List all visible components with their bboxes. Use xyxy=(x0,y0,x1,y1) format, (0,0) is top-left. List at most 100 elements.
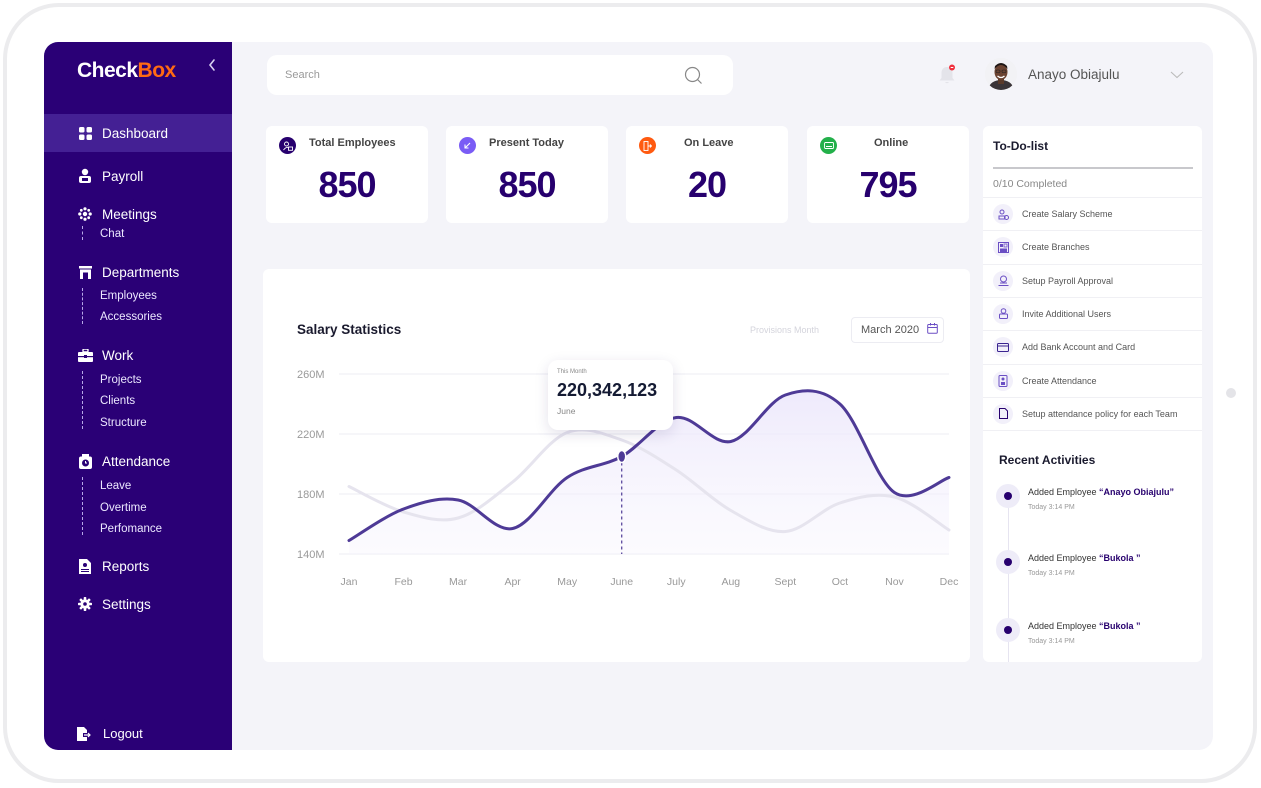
avatar[interactable] xyxy=(985,58,1017,90)
report-icon xyxy=(77,558,93,574)
sidebar-item-work[interactable]: Work xyxy=(44,336,232,374)
x-tick-label: Apr xyxy=(504,576,521,588)
timeline-dot-icon xyxy=(996,618,1020,642)
y-tick-label: 220M xyxy=(297,429,325,441)
collapse-sidebar-button[interactable] xyxy=(207,56,217,77)
notifications-button[interactable] xyxy=(937,64,957,91)
x-tick-label: Nov xyxy=(885,576,904,588)
y-tick-label: 180M xyxy=(297,489,325,501)
activity-text: Added Employee “Bukola ” xyxy=(1028,553,1141,563)
todo-item[interactable]: Create Salary Scheme xyxy=(983,197,1202,230)
activity-subject[interactable]: “Bukola ” xyxy=(1099,553,1141,563)
todo-item[interactable]: Invite Additional Users xyxy=(983,296,1202,330)
timeline-line xyxy=(1008,486,1009,662)
sidebar-subitem-structure[interactable]: Structure xyxy=(100,417,147,429)
sidebar-item-attendance[interactable]: Attendance xyxy=(44,442,232,480)
leave-icon xyxy=(639,137,656,154)
x-tick-label: Aug xyxy=(721,576,740,588)
salary-scheme-icon xyxy=(993,204,1013,224)
sidebar-subitem-clients[interactable]: Clients xyxy=(100,395,136,407)
branches-icon xyxy=(993,237,1013,258)
document-icon xyxy=(993,403,1013,424)
todo-item[interactable]: Create Attendance xyxy=(983,363,1202,397)
highlight-point xyxy=(616,449,627,464)
tree-connector xyxy=(82,288,83,324)
logo: CheckBox xyxy=(77,59,176,82)
logout-icon xyxy=(77,726,91,741)
sidebar-subitem-chat[interactable]: Chat xyxy=(100,228,125,240)
payroll-icon xyxy=(77,168,93,184)
chevron-left-icon xyxy=(208,59,215,71)
activity-text: Added Employee “Anayo Obiajulu” xyxy=(1028,487,1174,497)
sidebar-item-settings[interactable]: Settings xyxy=(44,585,232,623)
stat-card-total-employees: Total Employees 850 xyxy=(266,126,428,223)
todo-item-label: Create Salary Scheme xyxy=(1022,209,1113,219)
user-name[interactable]: Anayo Obiajulu xyxy=(1028,67,1120,82)
card-icon xyxy=(993,337,1013,358)
todo-item[interactable]: Add Bank Account and Card xyxy=(983,330,1202,363)
departments-icon xyxy=(77,264,93,280)
sidebar-item-label: Reports xyxy=(102,558,150,574)
x-tick-label: July xyxy=(667,576,686,588)
x-tick-label: Sept xyxy=(775,576,797,588)
activity-time: Today 3:14 PM xyxy=(1028,638,1075,645)
tree-connector xyxy=(82,371,83,429)
device-button xyxy=(1226,388,1236,398)
activity-prefix: Added Employee xyxy=(1028,553,1100,563)
attendance-icon xyxy=(77,453,93,469)
activity-prefix: Added Employee xyxy=(1028,621,1100,631)
sidebar-subitem-projects[interactable]: Projects xyxy=(100,374,142,386)
employees-icon xyxy=(279,137,296,154)
calendar-icon xyxy=(927,323,938,337)
salary-statistics-card: 260M 220M 180M 140M Jan Feb Mar Apr May June July A… xyxy=(263,269,970,662)
todo-progress-text: 0/10 Completed xyxy=(993,178,1068,190)
sidebar-subitem-accessories[interactable]: Accessories xyxy=(100,311,162,323)
sidebar-item-label: Payroll xyxy=(102,168,144,184)
chart-tooltip: This Month 220,342,123 June xyxy=(548,360,673,430)
user-menu-button[interactable] xyxy=(1170,66,1184,84)
sidebar-subitem-overtime[interactable]: Overtime xyxy=(100,502,147,514)
sidebar-item-payroll[interactable]: Payroll xyxy=(44,157,232,195)
x-tick-label: May xyxy=(557,576,578,588)
activity-subject[interactable]: “Bukola ” xyxy=(1099,621,1141,631)
stat-value: 850 xyxy=(498,164,556,205)
todo-panel: To-Do-list 0/10 Completed Create Salary … xyxy=(983,126,1202,662)
todo-divider xyxy=(983,430,1202,432)
briefcase-icon xyxy=(77,347,93,363)
sidebar-subitem-performance[interactable]: Perfomance xyxy=(100,523,163,535)
sidebar-item-label: Dashboard xyxy=(102,125,169,141)
sidebar-subitem-employees[interactable]: Employees xyxy=(100,290,157,302)
sidebar-item-dashboard[interactable]: Dashboard xyxy=(44,114,232,152)
logout-label: Logout xyxy=(103,726,143,741)
todo-progress-bar xyxy=(993,167,1193,169)
stat-card-present-today: Present Today 850 xyxy=(446,126,608,223)
arrow-down-left-icon xyxy=(459,137,476,154)
sidebar-item-reports[interactable]: Reports xyxy=(44,547,232,585)
sidebar-item-departments[interactable]: Departments xyxy=(44,253,232,291)
y-tick-label: 140M xyxy=(297,549,325,561)
month-picker[interactable]: March 2020 xyxy=(851,317,944,343)
search-icon[interactable] xyxy=(684,66,703,90)
sidebar-item-label: Settings xyxy=(102,596,151,612)
chevron-down-icon xyxy=(1170,71,1184,79)
sidebar-item-meetings[interactable]: Meetings xyxy=(44,195,232,233)
todo-item[interactable]: Create Branches xyxy=(983,230,1202,263)
activity-subject[interactable]: “Anayo Obiajulu” xyxy=(1099,487,1175,497)
tooltip-month: June xyxy=(557,406,576,416)
x-tick-label: Dec xyxy=(940,576,959,588)
stat-label: Present Today xyxy=(489,137,564,149)
sidebar-subitem-leave[interactable]: Leave xyxy=(100,480,132,492)
todo-item[interactable]: Setup Payroll Approval xyxy=(983,263,1202,297)
todo-item[interactable]: Setup attendance policy for each Team xyxy=(983,396,1202,430)
series-line-previous xyxy=(347,428,951,534)
attendance-icon xyxy=(993,370,1013,391)
gear-icon xyxy=(77,596,93,612)
stat-card-online: Online 795 xyxy=(807,126,969,223)
stat-value: 795 xyxy=(859,164,917,205)
sidebar-item-label: Departments xyxy=(102,264,180,280)
search-input[interactable] xyxy=(285,65,665,85)
todo-item-label: Add Bank Account and Card xyxy=(1022,342,1136,353)
logout-button[interactable]: Logout xyxy=(77,726,143,741)
activity-prefix: Added Employee xyxy=(1028,487,1100,497)
x-tick-label: Jan xyxy=(341,576,358,588)
